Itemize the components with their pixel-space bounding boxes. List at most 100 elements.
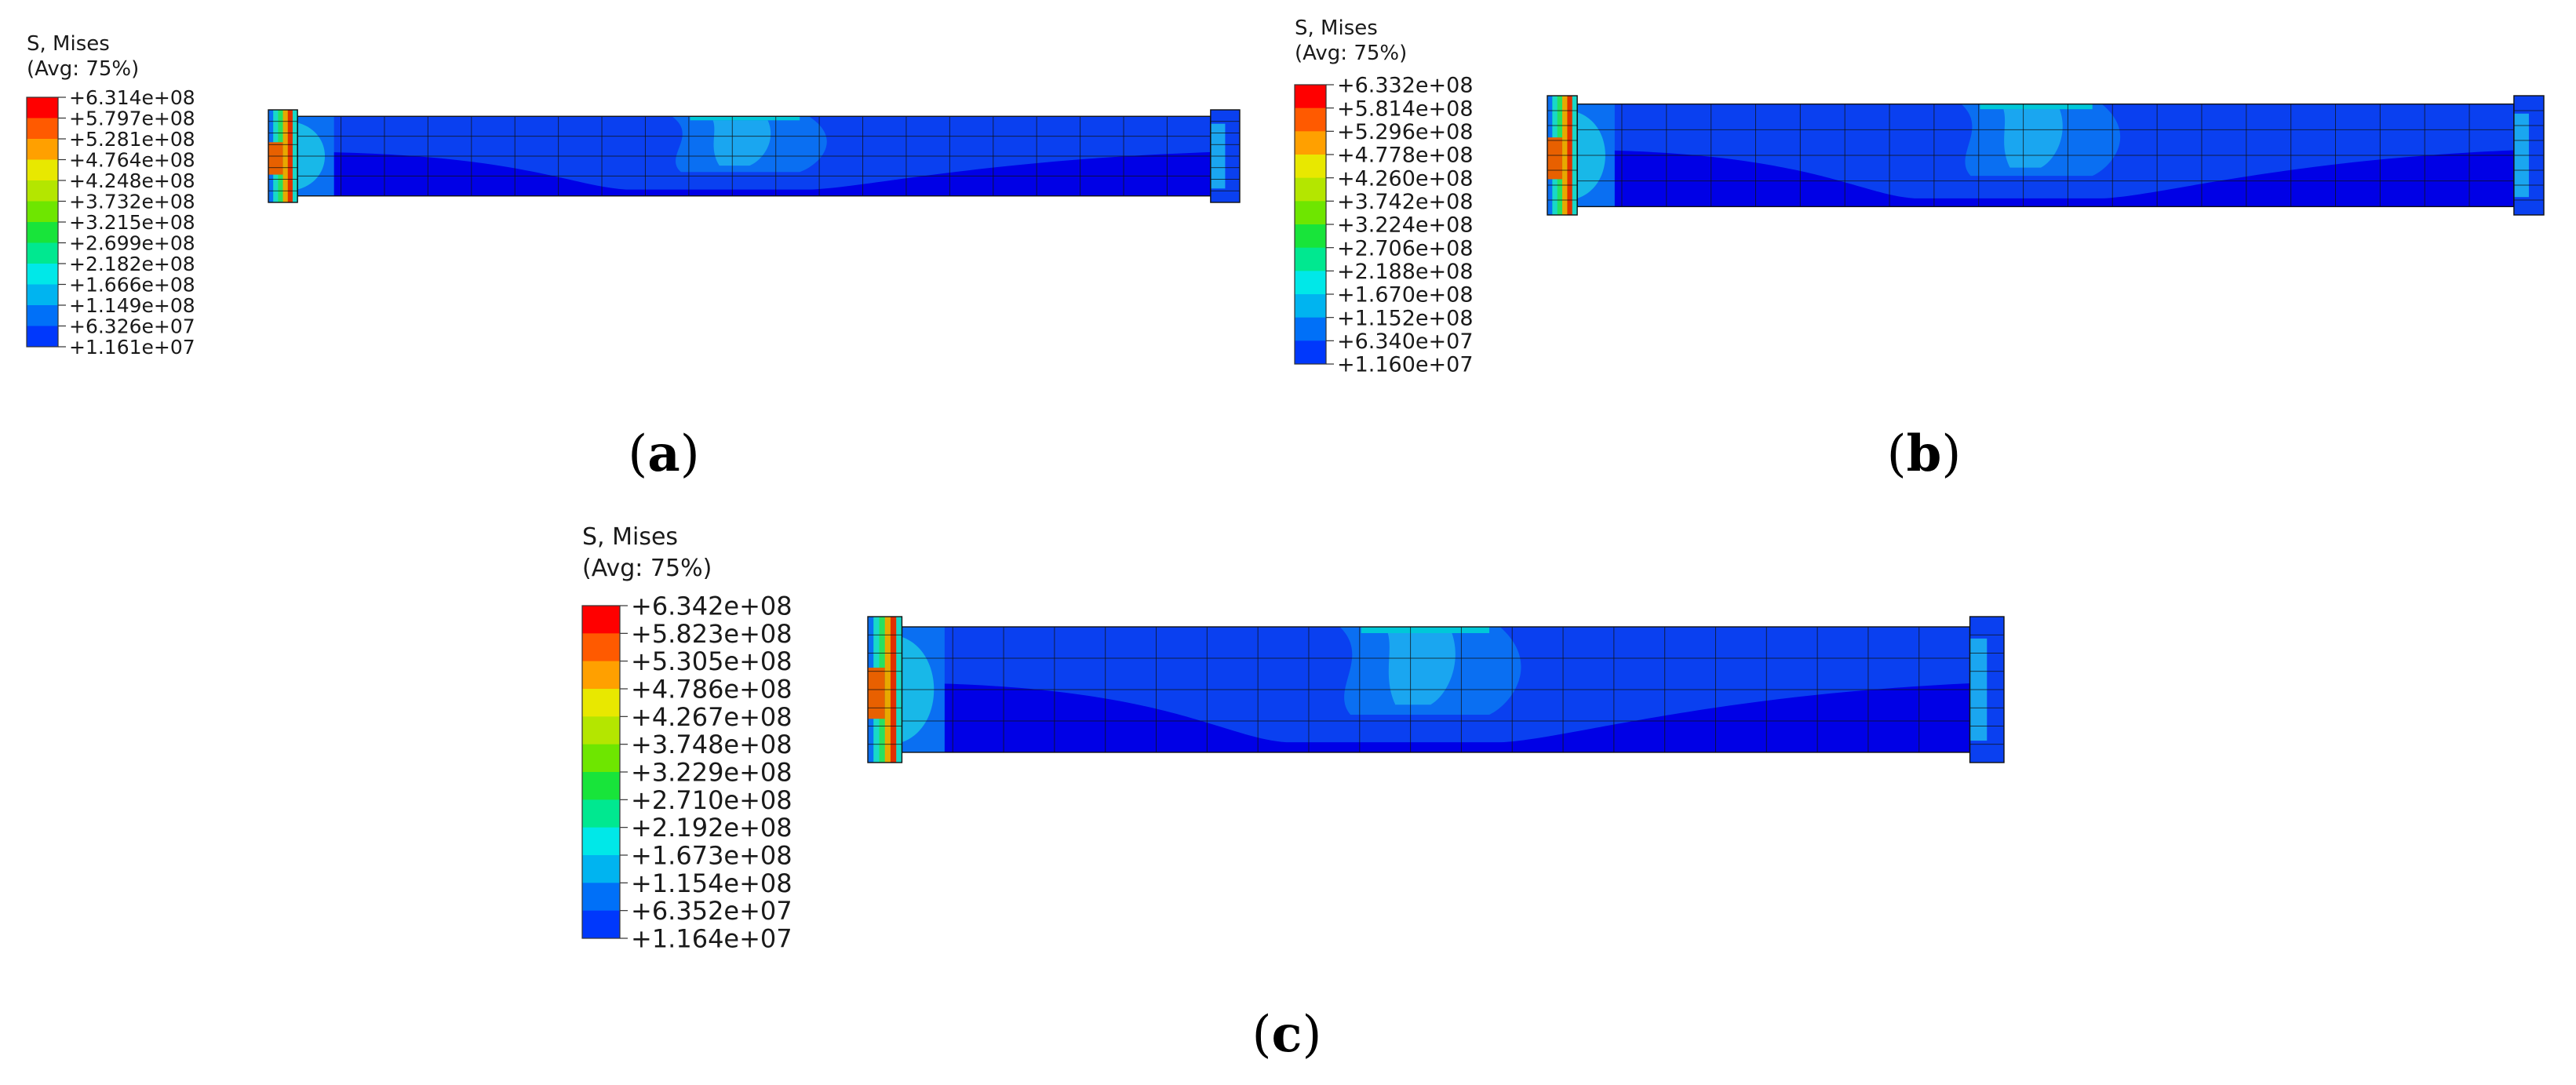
legend-color-band [1295,271,1326,295]
legend-c-colorbar [581,605,621,939]
beam-c-contour [867,616,2005,763]
end-plate-left-outline [268,109,298,203]
legend-color-band [27,222,58,243]
legend-color-band [1295,177,1326,202]
legend-a: S, Mises (Avg: 75%) +6.314e+08+5.797e+08… [26,32,195,359]
legend-b-title-line1: S, Mises [1295,16,1378,40]
legend-color-band [27,180,58,202]
legend-color-band [1295,155,1326,179]
legend-tick-label: +5.281e+08 [69,128,195,151]
legend-color-band [27,201,58,223]
legend-tick-label: +1.164e+07 [631,924,792,954]
legend-color-band [582,606,620,634]
legend-tick-label: +4.778e+08 [1337,144,1474,168]
legend-tick-label: +6.326e+07 [69,315,195,338]
legend-c-ticks: +6.342e+08+5.823e+08+5.305e+08+4.786e+08… [620,592,792,954]
end-plate-left-peak [268,142,283,175]
legend-tick-label: +6.332e+08 [1337,74,1474,98]
legend-b-ticks: +6.332e+08+5.814e+08+5.296e+08+4.778e+08… [1326,74,1474,377]
end-plate-right-outline [1210,109,1241,203]
beam-b-contour [1547,95,2545,216]
stress-hotspot-midspan [712,120,771,166]
legend-tick-label: +5.296e+08 [1337,120,1474,144]
caption-b: (b) [1887,424,1962,483]
caption-c: (c) [1252,1005,1322,1064]
stress-hotspot-midspan [2003,109,2063,168]
end-plate-left-peak [1547,137,1563,180]
legend-a-title-line2: (Avg: 75%) [27,57,139,81]
end-plate-left [1547,95,1578,216]
legend-tick-label: +1.152e+08 [1337,306,1474,330]
legend-color-band [27,139,58,160]
legend-tick-label: +1.666e+08 [69,274,195,297]
end-plate-left-outline [1547,95,1578,216]
end-plate-right-outline [1969,616,2005,763]
legend-color-band [27,305,58,326]
legend-color-band [27,264,58,285]
panel-c: S, Mises (Avg: 75%) +6.342e+08+5.823e+08… [581,523,2005,1064]
legend-color-band [27,242,58,264]
end-plate-left [867,616,903,763]
legend-b: S, Mises (Avg: 75%) +6.332e+08+5.814e+08… [1294,16,1474,377]
legend-tick-label: +5.823e+08 [631,619,792,649]
legend-tick-label: +5.814e+08 [1337,96,1474,121]
panel-b: S, Mises (Avg: 75%) +6.332e+08+5.814e+08… [1294,16,2545,483]
panel-a: S, Mises (Avg: 75%) +6.314e+08+5.797e+08… [26,32,1241,483]
legend-a-ticks: +6.314e+08+5.797e+08+5.281e+08+4.764e+08… [58,86,195,359]
legend-b-title-line2: (Avg: 75%) [1295,42,1407,65]
legend-color-band [1295,224,1326,249]
legend-color-band [1295,107,1326,132]
legend-tick-label: +2.182e+08 [69,253,195,275]
legend-tick-label: +2.699e+08 [69,232,195,255]
legend-tick-label: +1.154e+08 [631,868,792,898]
legend-color-band [1295,294,1326,319]
legend-tick-label: +3.732e+08 [69,191,195,213]
end-plate-left-outline [867,616,903,763]
legend-tick-label: +1.160e+07 [1337,353,1474,377]
legend-a-colorbar [26,96,59,348]
beam-a-contour [268,109,1241,203]
legend-tick-label: +1.161e+07 [69,336,195,359]
legend-color-band [582,827,620,856]
legend-color-band [1295,317,1326,341]
stress-top-fringe [1361,627,1490,634]
stress-top-fringe [1980,104,2093,110]
legend-color-band [27,97,58,118]
legend-tick-label: +6.352e+07 [631,896,792,926]
legend-color-band [582,744,620,773]
legend-tick-label: +6.340e+07 [1337,330,1474,354]
legend-color-band [1295,131,1326,155]
legend-color-band [1295,201,1326,225]
legend-tick-label: +5.305e+08 [631,646,792,676]
legend-color-band [1295,85,1326,109]
legend-color-band [582,772,620,800]
legend-tick-label: +4.248e+08 [69,169,195,192]
legend-color-band [582,633,620,662]
legend-color-band [1295,340,1326,365]
legend-a-title-line1: S, Mises [27,32,110,56]
legend-tick-label: +2.706e+08 [1337,236,1474,260]
legend-tick-label: +6.342e+08 [631,592,792,621]
legend-tick-label: +1.670e+08 [1337,283,1474,308]
end-plate-left [268,109,298,203]
legend-tick-label: +3.748e+08 [631,730,792,759]
legend-tick-label: +3.229e+08 [631,758,792,788]
end-plate-left-peak [868,668,885,719]
legend-tick-label: +4.764e+08 [69,149,195,172]
legend-tick-label: +1.673e+08 [631,841,792,871]
legend-color-band [27,118,58,140]
legend-color-band [582,855,620,883]
caption-a: (a) [628,424,699,483]
legend-c-title-line1: S, Mises [582,523,678,551]
legend-tick-label: +5.797e+08 [69,107,195,130]
stress-top-fringe [690,116,800,121]
legend-color-band [582,661,620,690]
legend-tick-label: +2.188e+08 [1337,260,1474,284]
legend-color-band [1295,247,1326,271]
end-plate-right-outline [2513,95,2545,216]
legend-tick-label: +2.192e+08 [631,813,792,843]
legend-tick-label: +4.786e+08 [631,675,792,705]
legend-color-band [27,284,58,306]
legend-tick-label: +1.149e+08 [69,294,195,317]
legend-color-band [582,799,620,828]
